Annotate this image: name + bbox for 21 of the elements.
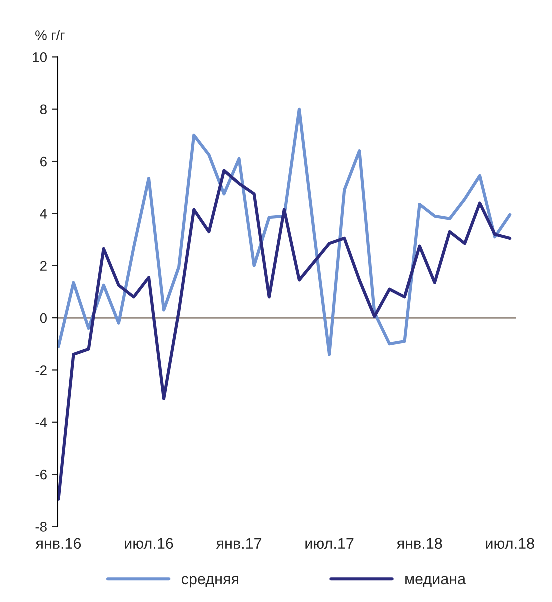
y-tick-label: 10 — [33, 52, 47, 62]
x-tick-label: янв.17 — [216, 538, 262, 549]
line-series — [58, 169, 512, 501]
y-tick-label: -6 — [36, 470, 47, 480]
y-axis-title: % г/г — [36, 30, 65, 40]
x-tick-label: янв.18 — [396, 538, 442, 550]
y-tick-label: -4 — [36, 418, 48, 428]
legend-label: средняя — [182, 576, 238, 588]
y-tick-label: -2 — [36, 366, 47, 376]
y-tick-label: 6 — [40, 156, 47, 167]
line-series — [58, 108, 512, 356]
y-tick-label: 2 — [40, 261, 47, 271]
x-tick-label: июл.18 — [486, 538, 534, 550]
x-tick-label: янв.16 — [36, 538, 82, 550]
legend-label: медиана — [406, 576, 466, 588]
y-tick-label: 8 — [40, 104, 47, 115]
y-tick-label: -8 — [36, 522, 47, 532]
x-tick-label: июл.16 — [125, 538, 174, 550]
y-tick-label: 0 — [40, 313, 47, 324]
x-tick-label: июл.17 — [306, 538, 354, 550]
y-tick-label: 4 — [40, 209, 48, 219]
